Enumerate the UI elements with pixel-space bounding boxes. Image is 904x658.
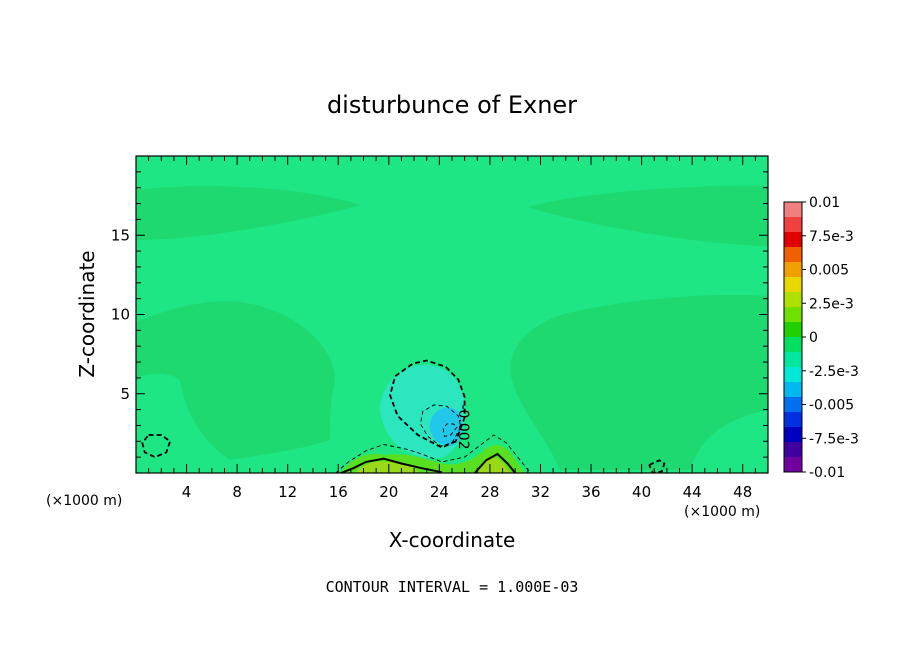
colorbar-swatch: [784, 217, 802, 233]
contour-lines: [141, 359, 666, 473]
contour-line-6: [340, 457, 443, 473]
y-axis-label: Z-coordinate: [75, 250, 99, 377]
colorbar-swatch: [784, 202, 802, 218]
colorbar-labels: 0.01 7.5e-3 0.005 2.5e-3 0 -2.5e-3 -0.005 -7.5e…: [802, 195, 859, 481]
colorbar-swatch: [784, 442, 802, 458]
colorbar-swatch: [784, 262, 802, 278]
colorbar-swatch: [784, 412, 802, 428]
middle-band-right: [510, 294, 768, 470]
colorbar-label: -7.5e-3: [809, 431, 859, 447]
colorbar: [783, 201, 803, 473]
contour-line-4: [648, 459, 666, 473]
x-tick-label: 44: [683, 483, 702, 501]
colorbar-swatch: [784, 307, 802, 323]
colorbar-swatch: [784, 292, 802, 308]
colorbar-label: -0.005: [809, 398, 854, 414]
colorbar-swatch: [784, 337, 802, 353]
x-tick-labels: 4 8 12 16 20 24 28 32 36 40 44 48: [182, 483, 752, 501]
x-tick-label: 48: [733, 483, 752, 501]
contour-line-0: [389, 359, 466, 449]
middle-band: [136, 301, 335, 460]
colorbar-swatch: [784, 232, 802, 248]
colorbar-label: -2.5e-3: [809, 364, 859, 380]
contour-interval-note: CONTOUR INTERVAL = 1.000E-03: [326, 578, 579, 596]
chart-title: disturbunce of Exner: [327, 91, 577, 119]
colorbar-swatch: [784, 397, 802, 413]
colorbar-swatch: [784, 382, 802, 398]
x-tick-label: 16: [329, 483, 348, 501]
plot-area: -0.002: [135, 155, 769, 474]
x-unit-left: (×1000 m): [46, 493, 122, 509]
x-axis-label: X-coordinate: [389, 528, 516, 552]
colorbar-label: 0: [809, 330, 818, 346]
x-tick-label: 32: [531, 483, 550, 501]
upper-band-left: [136, 186, 360, 240]
x-tick-label: 24: [430, 483, 449, 501]
y-tick-label: 15: [111, 226, 130, 244]
colorbar-label: 0.01: [809, 195, 840, 211]
colorbar-label: 2.5e-3: [809, 296, 854, 312]
contour-line-3: [141, 434, 172, 459]
colorbar-swatch: [784, 352, 802, 368]
colorbar-label: -0.01: [809, 465, 845, 481]
x-tick-label: 12: [278, 483, 297, 501]
x-tick-label: 20: [379, 483, 398, 501]
contour-line-1: [419, 404, 462, 447]
x-tick-label: 36: [581, 483, 600, 501]
upper-band-right: [528, 185, 768, 246]
y-tick-label: 10: [111, 306, 130, 324]
x-tick-label: 4: [182, 483, 192, 501]
contour-line-5: [335, 434, 531, 473]
colorbar-swatch: [784, 277, 802, 293]
colorbar-swatch: [784, 457, 802, 473]
colorbar-label: 0.005: [809, 263, 849, 279]
x-tick-label: 28: [480, 483, 499, 501]
axis-ticks: [136, 156, 768, 473]
x-tick-label: 8: [232, 483, 242, 501]
colorbar-swatch: [784, 367, 802, 383]
colorbar-swatch: [784, 322, 802, 338]
low-core-region: [429, 407, 463, 446]
colorbar-label: 7.5e-3: [809, 229, 854, 245]
contour-line-7: [474, 452, 516, 473]
colorbar-swatch: [784, 427, 802, 443]
x-tick-label: 40: [632, 483, 651, 501]
x-unit-right: (×1000 m): [684, 504, 760, 520]
contour-line-2: [442, 423, 458, 438]
y-tick-label: 5: [120, 385, 130, 403]
colorbar-swatch: [784, 247, 802, 263]
contour-label: -0.002: [455, 404, 471, 449]
y-tick-labels: 5 10 15: [111, 226, 130, 403]
